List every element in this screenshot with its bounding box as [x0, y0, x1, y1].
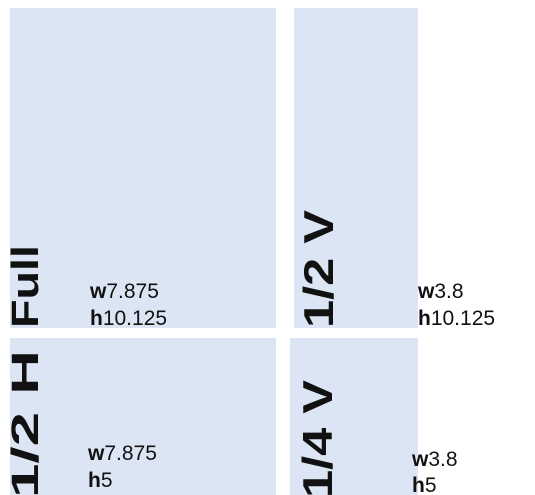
panel-label: 1/2 V	[295, 210, 342, 328]
width-dim: w3.8	[417, 280, 464, 303]
panel	[290, 338, 418, 495]
height-dim: h10.125	[90, 307, 167, 330]
width-dim: w7.875	[89, 280, 159, 303]
height-value: 10.125	[103, 307, 167, 330]
panel-label: 1/4 V	[294, 380, 341, 495]
height-prefix: h	[418, 307, 431, 330]
panel	[294, 8, 418, 328]
panel-label: Full	[5, 245, 47, 328]
width-prefix: w	[417, 280, 435, 303]
height-value: 10.125	[431, 307, 495, 330]
height-dim: h5	[412, 474, 437, 495]
height-prefix: h	[412, 474, 425, 495]
width-prefix: w	[411, 448, 429, 471]
width-dim: w3.8	[411, 448, 458, 471]
width-dim: w7.875	[87, 442, 157, 465]
width-prefix: w	[89, 280, 107, 303]
panel	[10, 338, 276, 495]
panel	[10, 8, 276, 328]
width-prefix: w	[87, 442, 105, 465]
height-dim: h10.125	[418, 307, 495, 330]
width-value: 7.875	[104, 442, 157, 465]
height-prefix: h	[88, 469, 101, 492]
width-value: 7.875	[106, 280, 159, 303]
height-value: 5	[425, 474, 437, 495]
height-value: 5	[101, 469, 113, 492]
width-value: 3.8	[434, 280, 463, 303]
width-value: 3.8	[428, 448, 457, 471]
height-prefix: h	[90, 307, 103, 330]
height-dim: h5	[88, 469, 113, 492]
panel-label: 1/2 H	[5, 350, 47, 495]
